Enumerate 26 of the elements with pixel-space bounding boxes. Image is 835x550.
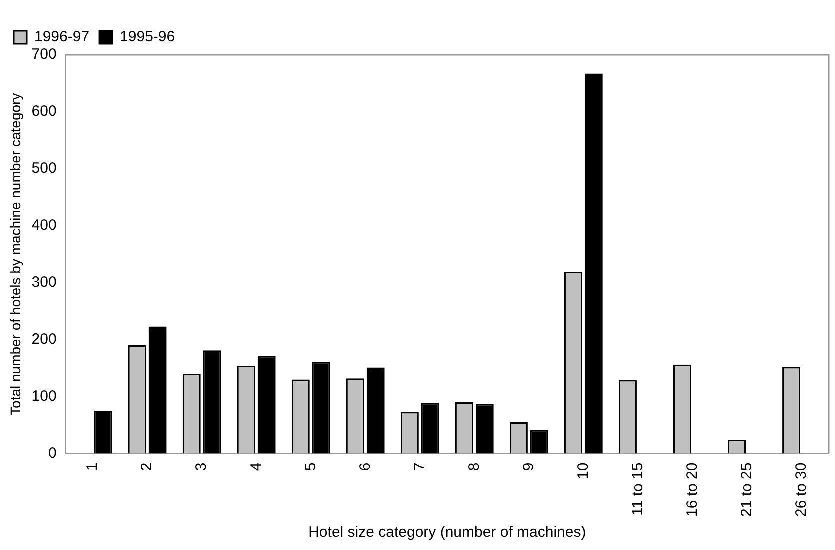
x-tick-label: 26 to 30 — [792, 462, 810, 518]
x-tick-label: 10 — [574, 462, 592, 480]
x-tick-label: 11 to 15 — [629, 462, 646, 516]
x-tick-label: 2 — [138, 462, 156, 472]
x-tick-label: 9 — [520, 462, 538, 472]
x-tick-label: 6 — [356, 462, 374, 472]
y-tick-label: 200 — [32, 330, 57, 348]
x-tick-label: 1 — [84, 462, 102, 472]
y-axis-title: Total number of hotels by machine number category — [7, 93, 24, 416]
x-tick-label: 21 to 25 — [738, 462, 756, 518]
y-tick-label: 700 — [32, 46, 57, 64]
y-tick-label: 300 — [32, 274, 57, 292]
y-tick-label: 100 — [32, 388, 57, 405]
x-tick-label: 5 — [302, 462, 320, 472]
x-axis-title: Hotel size category (number of machines) — [308, 524, 586, 542]
legend-label: 1995-96 — [120, 28, 176, 46]
x-tick-label: 8 — [466, 462, 483, 472]
y-tick-label: 500 — [32, 160, 57, 178]
x-tick-label: 4 — [248, 462, 265, 472]
y-tick-label: 600 — [32, 103, 57, 120]
x-tick-label: 3 — [193, 462, 210, 472]
y-tick-label: 400 — [32, 217, 57, 234]
x-tick-label: 7 — [411, 462, 428, 472]
x-tick-label: 16 to 20 — [684, 462, 701, 518]
legend-label: 1996-97 — [34, 28, 90, 46]
y-tick-label: 0 — [48, 444, 57, 462]
